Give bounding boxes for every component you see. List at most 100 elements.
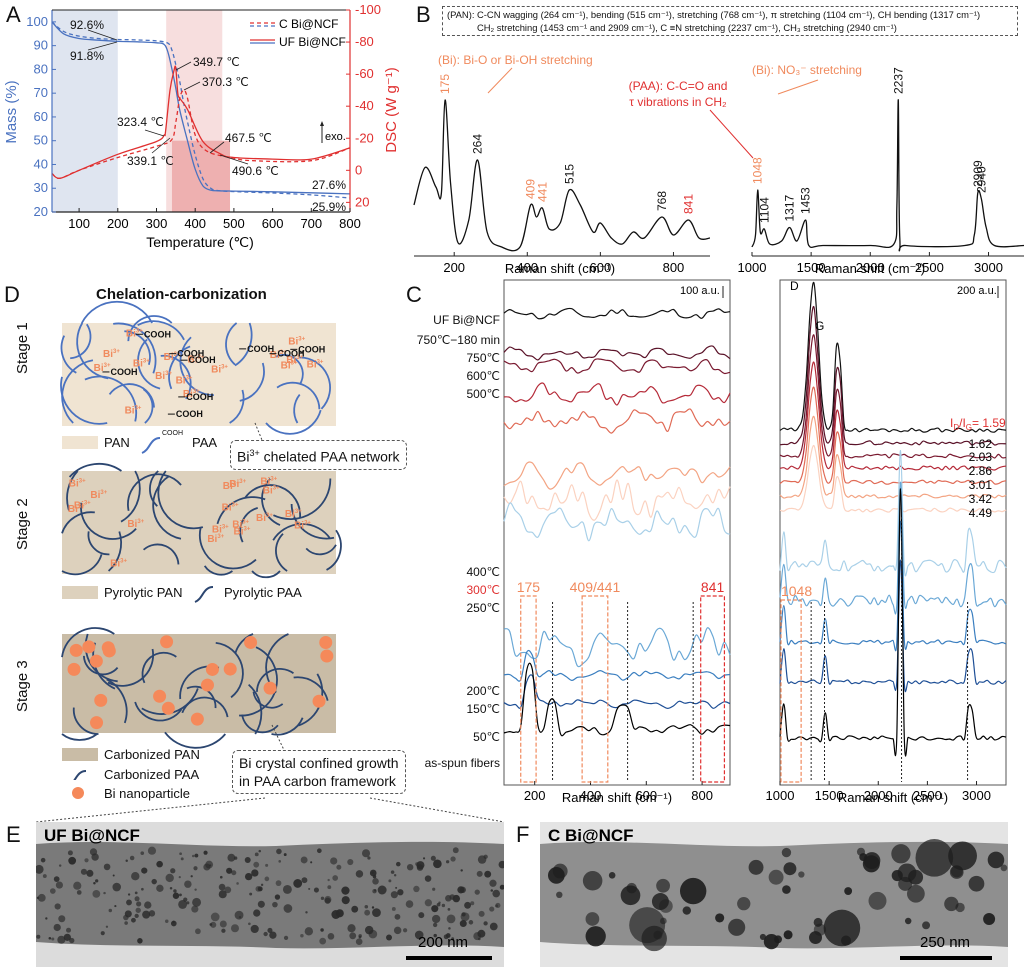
particle (156, 884, 164, 893)
paa-chain (164, 731, 227, 749)
c-ratio-3-42: 3.42 (969, 492, 993, 506)
particle (474, 889, 480, 895)
particle (264, 876, 270, 882)
a-xtick-label: 400 (184, 216, 206, 231)
c-right-xtick-label: 3000 (962, 788, 991, 803)
paa-chain (127, 473, 182, 512)
bi-ion-label: Bi3+ (74, 500, 91, 511)
b-left-xtick-label: 200 (443, 260, 465, 275)
particle (608, 871, 616, 879)
a-xtick-label: 200 (107, 216, 129, 231)
particle (457, 886, 465, 894)
c-xlabel-right: Raman shift (cm⁻¹) (838, 790, 948, 805)
particle (347, 858, 354, 866)
bi-ion-label: Bi3+ (125, 405, 142, 416)
particle (987, 851, 1005, 869)
particle (402, 928, 408, 933)
panel-label-b: B (416, 2, 431, 27)
bi-nanoparticle (244, 635, 258, 649)
c-right-series (779, 361, 1007, 471)
bi-ion-label: Bi3+ (127, 519, 144, 530)
c-series-label: as-spun fibers (425, 756, 500, 770)
callout-bi-chelated: Bi3+ chelated PAA network (230, 440, 407, 470)
paa-chain (142, 543, 180, 565)
particle (194, 888, 197, 891)
particle (450, 856, 456, 862)
b-callout-paa-arrow (709, 109, 754, 159)
a-xtick-label: 800 (339, 216, 361, 231)
c-left-series (503, 627, 731, 668)
c-left-series (503, 461, 731, 490)
a-annot-25-9: 25.9% (312, 200, 346, 214)
particle (257, 900, 265, 908)
b-left-xtick-label: 400 (516, 260, 538, 275)
particle (432, 922, 438, 928)
particle (418, 912, 425, 919)
particle (131, 917, 136, 923)
cooh-label: COOH (298, 344, 325, 354)
paa-chain (168, 345, 191, 390)
particle (432, 887, 436, 891)
particle (293, 879, 303, 888)
particle (355, 870, 364, 878)
paa-chain (113, 322, 157, 374)
particle (364, 909, 371, 916)
c-right-series (779, 559, 1007, 693)
particle (368, 929, 378, 939)
particle (92, 890, 101, 898)
a-ytick-left-label: 50 (34, 133, 48, 148)
paa-chain (68, 462, 122, 478)
particle (948, 841, 977, 871)
callout-bi-crystal-line2: in PAA carbon framework (239, 773, 396, 789)
particle (464, 901, 472, 909)
particle (424, 899, 432, 907)
particle (922, 921, 931, 930)
particle (433, 859, 442, 869)
a-series-line (51, 21, 351, 199)
particle (489, 922, 498, 931)
c-ratio-4-49: 4.49 (969, 506, 993, 520)
particle (219, 920, 227, 928)
particle (364, 904, 369, 909)
bi-ion-label: Bi3+ (133, 358, 150, 369)
bi-nanoparticle (161, 701, 175, 715)
particle (250, 924, 259, 934)
particle (468, 920, 474, 925)
schematic-title: Chelation-carbonization (96, 286, 267, 303)
particle (36, 934, 41, 939)
particle (304, 927, 314, 936)
particle (226, 867, 233, 874)
particle (300, 856, 308, 864)
particle (416, 864, 424, 871)
b-left-peak-label: 768 (655, 191, 669, 211)
paa-chain (199, 527, 257, 570)
c-right-series (779, 449, 1007, 577)
particle (446, 914, 456, 924)
particle (283, 853, 287, 856)
c-left-series (503, 408, 731, 434)
particle (125, 859, 128, 863)
c-left-series (503, 358, 731, 375)
particle (148, 910, 156, 917)
particle (190, 875, 193, 878)
paa-chain (216, 496, 266, 525)
paa-chain (152, 475, 182, 540)
a-exo-label: exo. (325, 131, 346, 143)
c-left-xtick-label: 800 (691, 788, 713, 803)
particle (377, 885, 387, 895)
paa-chain (83, 655, 119, 676)
particle (313, 887, 319, 893)
c-right-series (779, 520, 1007, 652)
particle (415, 862, 419, 866)
particle (862, 855, 880, 873)
a-arrow-91-8 (87, 41, 118, 51)
c-peak-g: G (815, 319, 824, 333)
bi-ion-label: Bi3+ (286, 355, 303, 366)
callout-bi-crystal-line1: Bi crystal confined growth (239, 755, 399, 771)
particle (244, 856, 251, 863)
paa-chain (61, 627, 115, 658)
legend-pan-label: PAN (104, 435, 130, 450)
c-left-series (503, 345, 731, 361)
a-ytick-left-label: 40 (34, 156, 48, 171)
stage1-label: Stage 1 (14, 322, 31, 374)
